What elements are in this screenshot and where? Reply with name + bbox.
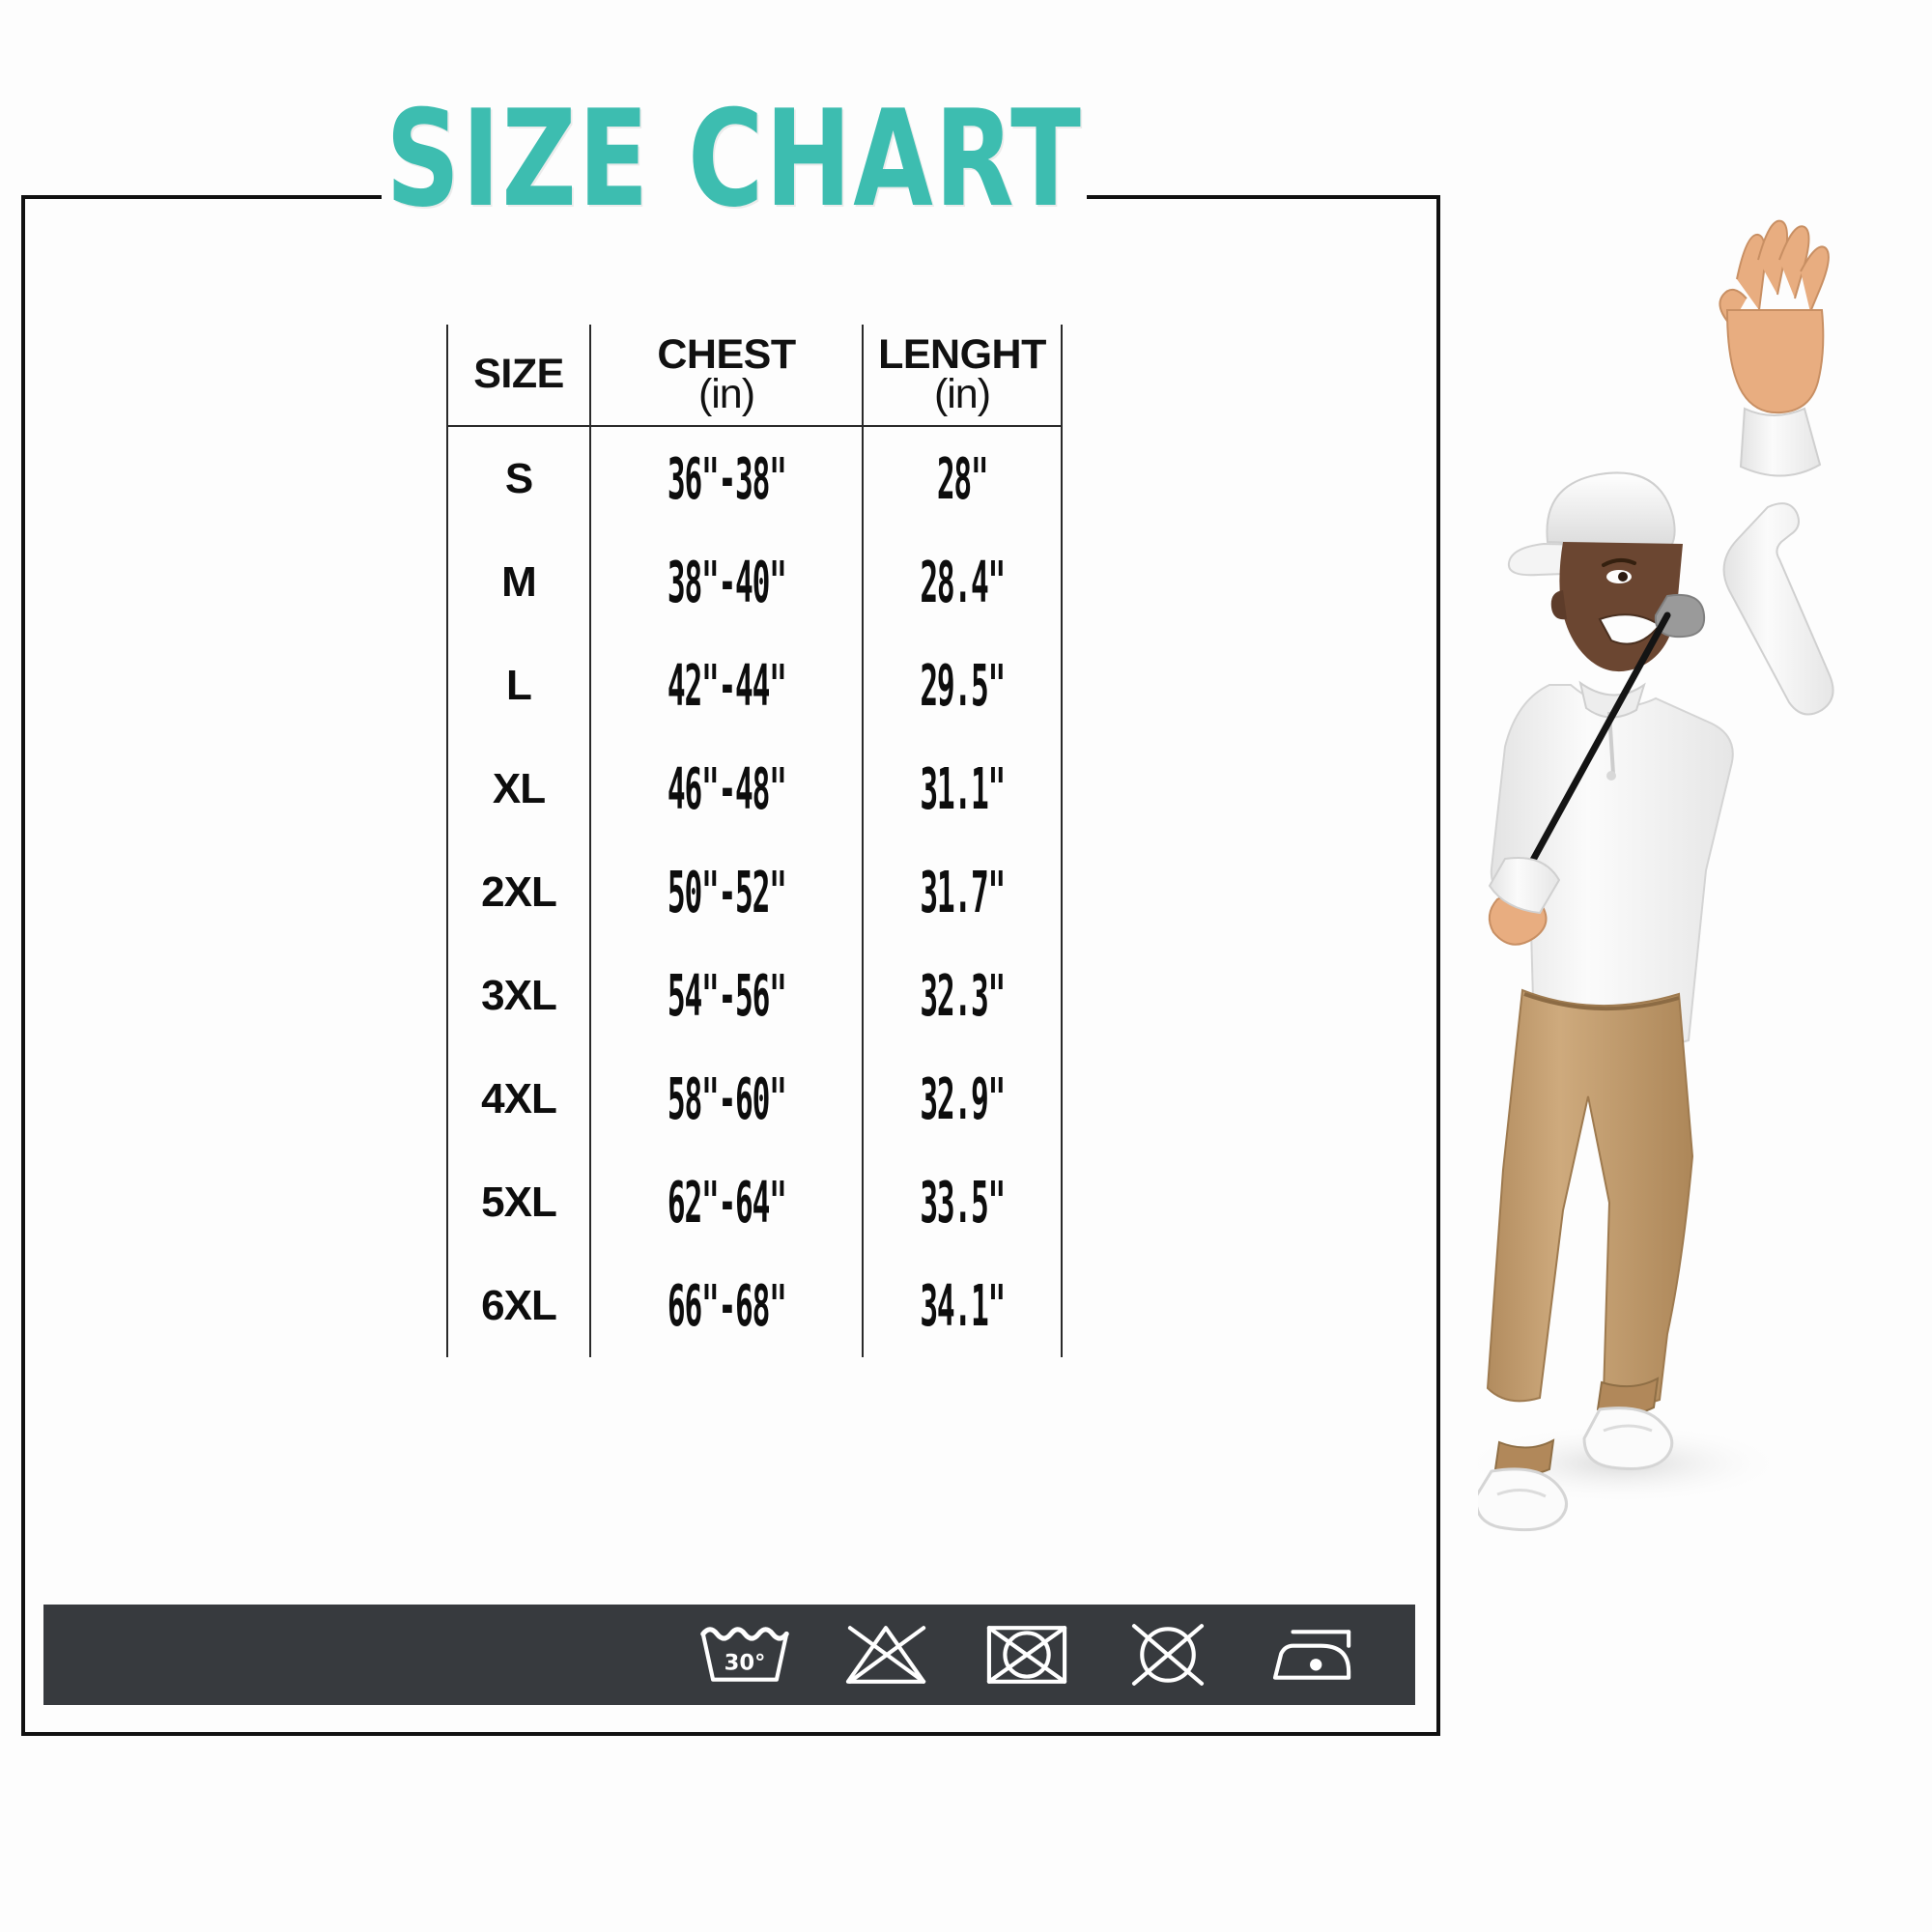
table-row: XL 46"-48" 31.1" — [446, 737, 1062, 840]
do-not-tumble-dry-icon — [977, 1620, 1077, 1690]
iron-low-icon — [1259, 1620, 1359, 1690]
chest-value: 54"-56" — [616, 944, 837, 1047]
length-value: 28" — [881, 426, 1043, 530]
size-value: 3XL — [446, 944, 591, 1047]
size-table-body: S 36"-38" 28" M 38"-40" 28.4" L 42"-44" 29.5" XL 4… — [446, 426, 1062, 1357]
size-value: 5XL — [446, 1151, 591, 1254]
table-row: 6XL 66"-68" 34.1" — [446, 1254, 1062, 1357]
header-row: SIZE CHEST (in) LENGHT (in) — [446, 325, 1063, 427]
chest-value: 46"-48" — [616, 737, 837, 840]
length-value: 32.3" — [881, 944, 1043, 1047]
header-length: LENGHT (in) — [862, 325, 1063, 427]
chest-value: 66"-68" — [616, 1254, 837, 1357]
do-not-dry-clean-icon — [1118, 1620, 1218, 1690]
size-table-header: SIZE CHEST (in) LENGHT (in) — [446, 325, 1063, 427]
size-table: SIZE CHEST (in) LENGHT (in) S 36"-38" 28" M… — [446, 325, 1063, 1357]
header-size: SIZE — [446, 325, 591, 427]
size-value: 6XL — [446, 1254, 591, 1357]
chest-value: 58"-60" — [616, 1047, 837, 1151]
length-value: 32.9" — [881, 1047, 1043, 1151]
size-value: XL — [446, 737, 591, 840]
length-value: 28.4" — [881, 530, 1043, 634]
title-frame-gap — [382, 180, 1087, 214]
table-row: 3XL 54"-56" 32.3" — [446, 944, 1062, 1047]
length-value: 31.1" — [881, 737, 1043, 840]
header-chest-label: CHEST — [657, 330, 796, 378]
length-value: 34.1" — [881, 1254, 1043, 1357]
size-value: S — [446, 426, 591, 530]
size-table-container: SIZE CHEST (in) LENGHT (in) S 36"-38" 28" M… — [446, 325, 1063, 1357]
table-row: M 38"-40" 28.4" — [446, 530, 1062, 634]
svg-text:30°: 30° — [724, 1650, 766, 1675]
length-value: 33.5" — [881, 1151, 1043, 1254]
table-row: 2XL 50"-52" 31.7" — [446, 840, 1062, 944]
chest-value: 38"-40" — [616, 530, 837, 634]
chest-value: 42"-44" — [616, 634, 837, 737]
header-length-unit: (in) — [933, 371, 991, 417]
care-instructions-bar: 30° — [43, 1605, 1415, 1705]
table-row: 4XL 58"-60" 32.9" — [446, 1047, 1062, 1151]
header-chest: CHEST (in) — [589, 325, 864, 427]
size-value: M — [446, 530, 591, 634]
do-not-bleach-icon — [836, 1620, 936, 1690]
chest-value: 36"-38" — [616, 426, 837, 530]
length-value: 31.7" — [881, 840, 1043, 944]
table-row: S 36"-38" 28" — [446, 426, 1062, 530]
chest-value: 50"-52" — [616, 840, 837, 944]
golfer-model-photo — [1478, 217, 1932, 1560]
size-value: 4XL — [446, 1047, 591, 1151]
table-row: L 42"-44" 29.5" — [446, 634, 1062, 737]
chest-value: 62"-64" — [616, 1151, 837, 1254]
size-value: L — [446, 634, 591, 737]
table-row: 5XL 62"-64" 33.5" — [446, 1151, 1062, 1254]
header-length-label: LENGHT — [878, 330, 1046, 378]
page-title: SIZE CHART — [385, 81, 1083, 237]
header-size-label: SIZE — [473, 351, 564, 398]
wash-30-icon: 30° — [695, 1620, 795, 1690]
length-value: 29.5" — [881, 634, 1043, 737]
size-value: 2XL — [446, 840, 591, 944]
header-chest-unit: (in) — [697, 371, 755, 417]
